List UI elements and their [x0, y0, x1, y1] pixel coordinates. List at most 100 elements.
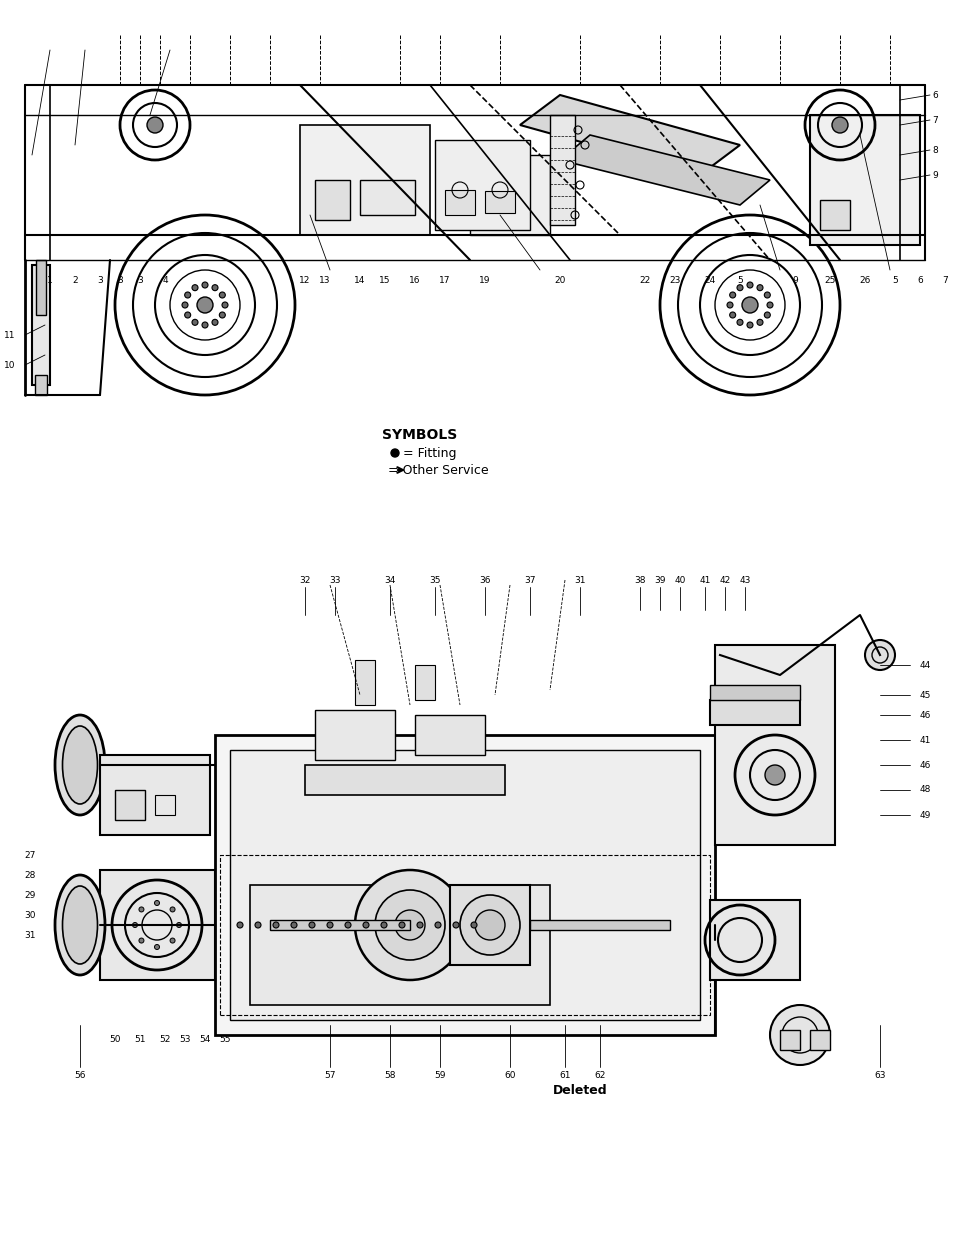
Circle shape	[729, 291, 735, 298]
Polygon shape	[519, 95, 740, 175]
Circle shape	[185, 291, 191, 298]
Bar	[415, 715, 484, 755]
Ellipse shape	[55, 715, 105, 815]
Circle shape	[355, 869, 464, 981]
Circle shape	[192, 320, 198, 325]
Text: 13: 13	[319, 275, 331, 284]
Circle shape	[219, 291, 225, 298]
Circle shape	[192, 285, 198, 290]
Bar	[154, 795, 174, 815]
Circle shape	[746, 282, 752, 288]
Circle shape	[176, 923, 181, 927]
Circle shape	[345, 923, 351, 927]
Circle shape	[459, 895, 519, 955]
Ellipse shape	[63, 885, 97, 965]
Text: 34: 34	[384, 576, 395, 584]
Bar	[530, 920, 669, 930]
Circle shape	[391, 450, 398, 457]
Circle shape	[763, 312, 769, 317]
Text: 15: 15	[379, 275, 391, 284]
Circle shape	[453, 923, 458, 927]
Ellipse shape	[55, 876, 105, 974]
Text: 50: 50	[110, 1035, 121, 1045]
Text: SYMBOLS: SYMBOLS	[382, 429, 457, 442]
Bar	[314, 710, 395, 760]
Circle shape	[219, 312, 225, 317]
Circle shape	[729, 312, 735, 317]
Bar	[32, 266, 50, 385]
Circle shape	[375, 890, 444, 960]
Text: 4: 4	[162, 275, 168, 284]
Text: 38: 38	[634, 576, 645, 584]
Bar	[359, 180, 415, 215]
Circle shape	[737, 285, 742, 290]
Circle shape	[254, 923, 261, 927]
Text: = Other Service: = Other Service	[387, 463, 488, 477]
Text: 61: 61	[558, 1071, 570, 1079]
Bar	[36, 261, 46, 315]
Circle shape	[416, 923, 422, 927]
Text: 29: 29	[24, 890, 35, 899]
Text: 39: 39	[654, 576, 665, 584]
Text: 41: 41	[919, 736, 930, 745]
Text: 3: 3	[97, 275, 103, 284]
Bar	[214, 735, 714, 1035]
Text: 25: 25	[823, 275, 835, 284]
Text: 20: 20	[554, 275, 565, 284]
Circle shape	[741, 296, 758, 312]
Circle shape	[222, 303, 228, 308]
Circle shape	[737, 320, 742, 325]
Text: 22: 22	[639, 275, 650, 284]
Text: 5: 5	[737, 275, 742, 284]
Text: 37: 37	[524, 576, 536, 584]
Circle shape	[757, 285, 762, 290]
Text: 35: 35	[429, 576, 440, 584]
Circle shape	[327, 923, 333, 927]
Text: 60: 60	[504, 1071, 516, 1079]
Bar	[220, 855, 709, 1015]
Text: 3: 3	[137, 275, 143, 284]
Text: 42: 42	[719, 576, 730, 584]
Bar	[709, 700, 800, 725]
Text: 55: 55	[219, 1035, 231, 1045]
Text: 10: 10	[4, 361, 16, 369]
Text: 16: 16	[409, 275, 420, 284]
Text: 43: 43	[739, 576, 750, 584]
Bar	[100, 755, 210, 835]
Circle shape	[196, 296, 213, 312]
Circle shape	[202, 322, 208, 329]
Bar	[550, 115, 575, 225]
Text: 46: 46	[919, 710, 930, 720]
Circle shape	[475, 910, 504, 940]
Text: 12: 12	[299, 275, 311, 284]
Circle shape	[435, 923, 440, 927]
Text: 33: 33	[329, 576, 340, 584]
Text: 11: 11	[4, 331, 16, 340]
Text: 14: 14	[354, 275, 365, 284]
Text: 6: 6	[931, 90, 937, 100]
Bar	[820, 200, 849, 230]
Text: 24: 24	[703, 275, 715, 284]
Bar	[714, 645, 834, 845]
Bar	[484, 191, 515, 212]
Text: 31: 31	[574, 576, 585, 584]
Bar	[250, 885, 550, 1005]
Circle shape	[170, 906, 174, 911]
Text: 5: 5	[891, 275, 897, 284]
Text: 51: 51	[134, 1035, 146, 1045]
Text: 46: 46	[919, 761, 930, 769]
Bar	[305, 764, 504, 795]
Text: 7: 7	[931, 116, 937, 125]
Text: 30: 30	[24, 910, 35, 920]
Text: 40: 40	[674, 576, 685, 584]
Circle shape	[212, 285, 218, 290]
Text: 9: 9	[931, 170, 937, 179]
Text: 9: 9	[791, 275, 797, 284]
Text: 49: 49	[919, 810, 930, 820]
Bar	[809, 115, 919, 245]
Circle shape	[764, 764, 784, 785]
Circle shape	[380, 923, 387, 927]
Text: 17: 17	[438, 275, 450, 284]
Bar	[230, 750, 700, 1020]
Text: 3: 3	[117, 275, 123, 284]
